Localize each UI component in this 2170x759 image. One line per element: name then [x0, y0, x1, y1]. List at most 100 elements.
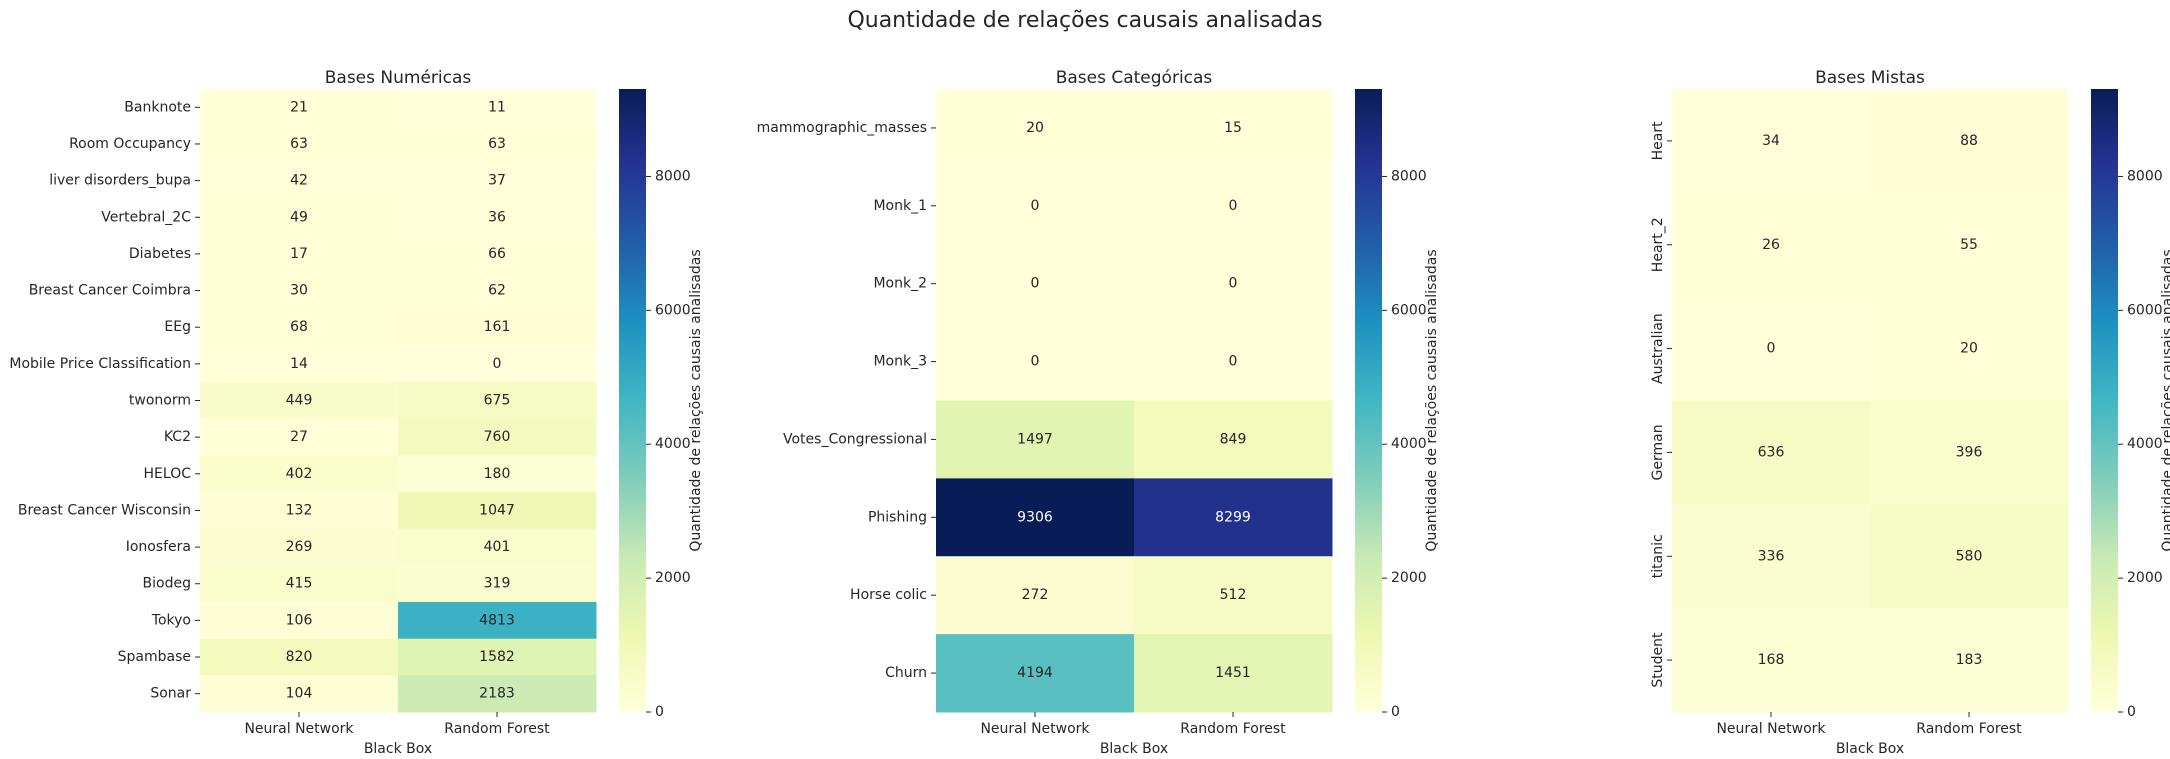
- heatmap-cell: [936, 89, 1135, 168]
- cell-value-label: 30: [290, 283, 308, 299]
- heatmap-cell: [200, 565, 399, 603]
- heatmap-cell: [398, 418, 597, 456]
- colorbar-gradient: [2091, 89, 2118, 712]
- y-tick-label: Spambase: [118, 649, 191, 665]
- colorbar-tick-label: 8000: [2127, 168, 2163, 184]
- heatmap-cell: [1870, 192, 2069, 298]
- cell-value-label: 760: [484, 429, 511, 445]
- heatmap-cell: [1870, 608, 2069, 713]
- cell-value-label: 580: [1956, 548, 1983, 564]
- heatmap-cell: [398, 235, 597, 273]
- colorbar-tick-label: 6000: [2127, 302, 2163, 318]
- heatmap-cell: [200, 162, 399, 200]
- y-tick-label: HELOC: [144, 466, 192, 482]
- heatmap-cell: [1134, 556, 1333, 635]
- heatmap-cell: [1672, 608, 1871, 713]
- heatmap-cell: [200, 125, 399, 163]
- cell-value-label: 66: [488, 246, 506, 262]
- heatmap-cell: [1134, 400, 1333, 479]
- cell-value-label: 20: [1026, 120, 1044, 136]
- y-tick-label: Breast Cancer Wisconsin: [18, 502, 191, 518]
- heatmap-cell: [398, 382, 597, 420]
- cell-value-label: 319: [484, 576, 511, 592]
- heatmap-cell: [1134, 89, 1333, 168]
- cell-value-label: 37: [488, 173, 506, 189]
- colorbar-tick-label: 2000: [1391, 570, 1427, 586]
- cell-value-label: 0: [1031, 198, 1040, 214]
- x-tick-label: Neural Network: [244, 721, 354, 737]
- colorbar-tick-label: 4000: [655, 436, 691, 452]
- cell-value-label: 63: [488, 136, 506, 152]
- figure-suptitle: Quantidade de relações causais analisada…: [847, 8, 1322, 33]
- cell-value-label: 104: [286, 686, 313, 702]
- cell-value-label: 0: [1229, 276, 1238, 292]
- cell-value-label: 0: [1031, 276, 1040, 292]
- heatmap-panels: 21 11 63 63 42 37 49 36 17 66 30 62 68 161 14 0 449 675 27…: [9, 68, 2170, 757]
- cell-value-label: 402: [286, 466, 313, 482]
- heatmap-cell: [200, 528, 399, 566]
- cell-value-label: 11: [488, 99, 506, 115]
- x-axis-label: Black Box: [1100, 741, 1168, 757]
- cell-value-label: 1047: [479, 502, 515, 518]
- x-tick-label: Neural Network: [1716, 721, 1826, 737]
- cell-value-label: 14: [290, 356, 308, 372]
- y-tick-label: Breast Cancer Coimbra: [29, 283, 191, 299]
- colorbar-tick-label: 2000: [2127, 570, 2163, 586]
- y-tick-label: Sonar: [150, 686, 191, 702]
- cell-value-label: 1497: [1017, 431, 1053, 447]
- cell-value-label: 2183: [479, 686, 515, 702]
- heatmap-cell: [398, 308, 597, 347]
- cell-value-label: 17: [290, 246, 308, 262]
- heatmap-cell: [936, 634, 1135, 713]
- cell-value-label: 272: [1022, 587, 1049, 603]
- heatmap-cell: [200, 308, 399, 347]
- y-tick-label: KC2: [164, 429, 191, 445]
- cell-value-label: 20: [1960, 341, 1978, 357]
- colorbar: 0 2000 4000 6000 8000 Quantidade de relações …: [2091, 89, 2170, 720]
- cell-value-label: 269: [286, 539, 313, 555]
- heatmap-cell: [200, 455, 399, 493]
- cell-value-label: 0: [1031, 354, 1040, 370]
- cell-value-label: 1582: [479, 649, 515, 665]
- cell-value-label: 675: [484, 393, 511, 409]
- y-tick-label: Mobile Price Classification: [9, 356, 191, 372]
- cell-value-label: 183: [1956, 652, 1983, 668]
- y-tick-label: Tokyo: [151, 612, 191, 628]
- cell-value-label: 62: [488, 283, 506, 299]
- heatmap-cell: [1672, 89, 1871, 194]
- heatmap-cell: [1870, 400, 2069, 505]
- heatmap-cell: [1134, 244, 1333, 324]
- y-tick-label: Monk_2: [873, 276, 927, 292]
- heatmap-cell: [398, 162, 597, 200]
- y-tick-label: Australian: [1650, 313, 1666, 384]
- heatmap-cell: [1134, 634, 1333, 713]
- cell-value-label: 4813: [479, 612, 515, 628]
- cell-value-label: 168: [1758, 652, 1785, 668]
- colorbar-gradient: [619, 89, 646, 712]
- heatmap-cell: [200, 492, 399, 530]
- heatmap-cell: [200, 89, 399, 127]
- cell-value-label: 9306: [1017, 509, 1053, 525]
- cell-value-label: 8299: [1215, 509, 1251, 525]
- y-tick-label: Heart: [1650, 121, 1666, 160]
- heatmap-cell: [398, 455, 597, 493]
- heatmap-cell: [1672, 192, 1871, 298]
- heatmap-cell: [200, 198, 399, 237]
- y-tick-label: Horse colic: [850, 587, 927, 603]
- cell-value-label: 132: [286, 502, 313, 518]
- x-tick-label: Neural Network: [980, 721, 1090, 737]
- heatmap-cell: [200, 235, 399, 273]
- colorbar-tick-label: 6000: [655, 302, 691, 318]
- y-tick-label: Monk_1: [873, 198, 927, 214]
- colorbar: 0 2000 4000 6000 8000 Quantidade de relações …: [1355, 89, 1440, 720]
- colorbar-label: Quantidade de relações causais analisada…: [688, 249, 704, 551]
- cell-value-label: 401: [484, 539, 511, 555]
- y-tick-label: German: [1650, 424, 1666, 480]
- y-tick-label: Phishing: [868, 509, 927, 525]
- heatmap-cell: [200, 345, 399, 383]
- heatmap-cell: [398, 89, 597, 127]
- cell-value-label: 15: [1224, 120, 1242, 136]
- heatmap-panel-2: 20 15 0 0 0 0 0 0 1497 849 9306 8299 272 512 4194 1451 B…: [757, 68, 1440, 757]
- colorbar: 0 2000 4000 6000 8000 Quantidade de relações …: [619, 89, 704, 720]
- cell-value-label: 396: [1956, 444, 1983, 460]
